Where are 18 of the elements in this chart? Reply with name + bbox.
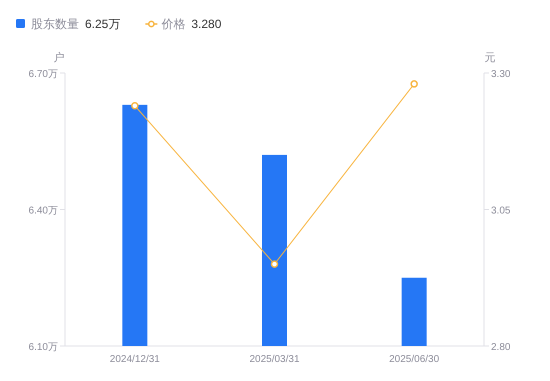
y-tick-label: 6.40万 [28,206,58,216]
legend-label: 股东数量 [31,17,79,31]
x-tick-label: 2025/03/31 [249,354,300,365]
point [410,80,418,88]
point [270,260,278,268]
legend-label: 价格 [160,17,186,31]
y-tick-label: 6.10万 [28,342,58,353]
text: 3.280 [191,17,222,31]
y2-axis-title: 元 [484,52,496,64]
y-axis-title: 户 [54,51,64,64]
text: 6.25万 [85,17,120,31]
y-tick-label: 6.70万 [28,69,58,80]
x-tick-label: 2025/06/30 [389,354,440,365]
x-tick-label: 2024/12/31 [110,354,160,365]
point [131,102,139,110]
y2-tick-label: 3.30 [491,69,511,80]
y2-tick-label: 2.80 [491,342,511,353]
y2-tick-label: 3.05 [491,206,511,216]
